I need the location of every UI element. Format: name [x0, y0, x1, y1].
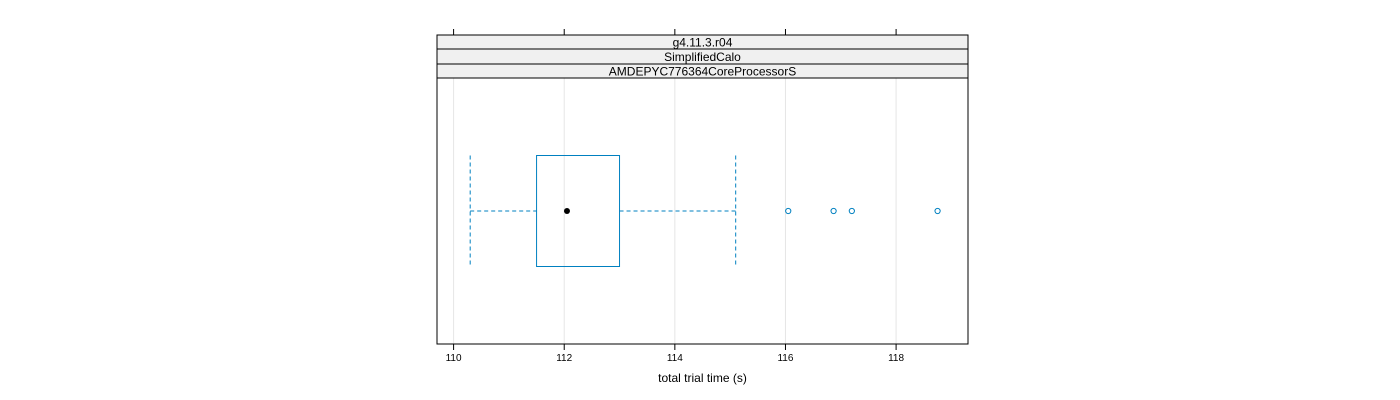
- x-tick-label: 114: [667, 353, 683, 364]
- median-dot: [563, 208, 570, 214]
- strip-3-label: AMDEPYC776364CoreProcessorS: [609, 65, 796, 79]
- iqr-box: [536, 155, 621, 267]
- x-tick-label: 116: [777, 353, 793, 364]
- x-axis-ticks: 110 112 114 116 118: [446, 29, 904, 364]
- outlier-point: [848, 207, 855, 215]
- strip-2-label: SimplifiedCalo: [664, 50, 741, 64]
- outlier-point: [934, 207, 941, 215]
- strip-1-label: g4.11.3.r04: [673, 36, 733, 50]
- x-axis-title: total trial time (s): [658, 371, 747, 385]
- strip-group: g4.11.3.r04 SimplifiedCalo AMDEPYC776364…: [436, 34, 969, 79]
- x-tick-label: 110: [446, 353, 462, 364]
- panel-frame: [436, 77, 969, 345]
- boxplot: [469, 155, 941, 267]
- outlier-point: [830, 207, 837, 215]
- outlier-point: [785, 207, 792, 215]
- x-tick-label: 112: [556, 353, 572, 364]
- x-tick-label: 118: [888, 353, 904, 364]
